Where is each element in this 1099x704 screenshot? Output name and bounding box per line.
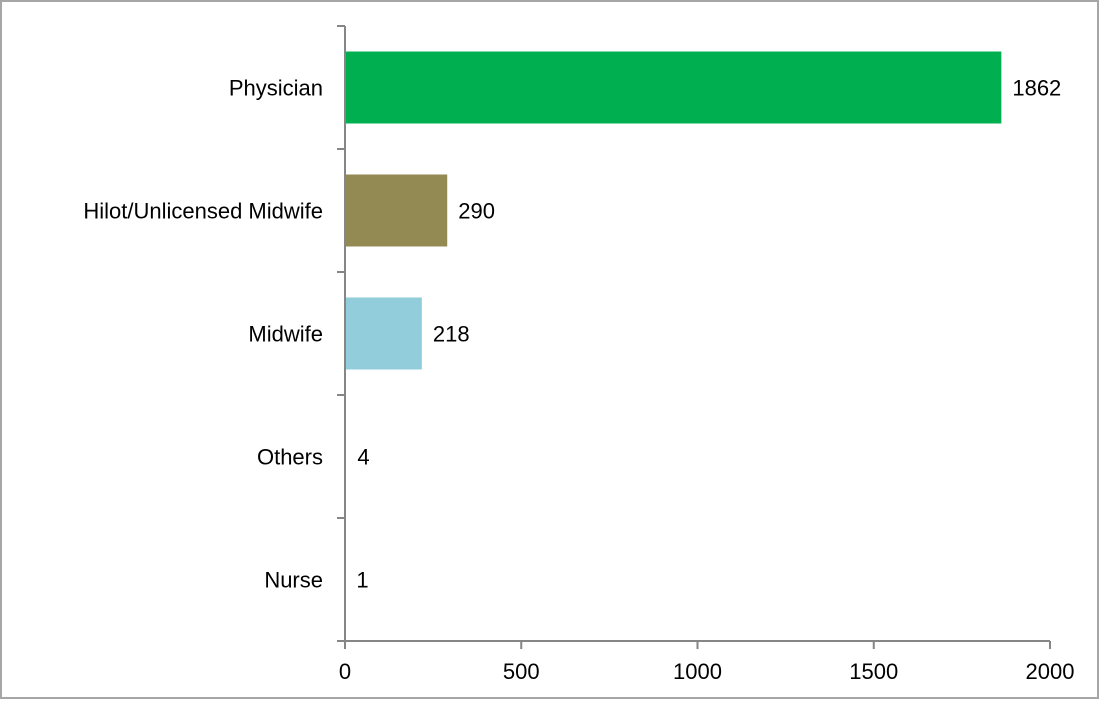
value-label-physician: 1862 xyxy=(1012,76,1061,101)
category-label-hilot-unlicensed-midwife: Hilot/Unlicensed Midwife xyxy=(83,199,323,224)
value-label-midwife: 218 xyxy=(433,322,470,347)
x-tick-label-1000: 1000 xyxy=(673,659,722,684)
x-tick-label-2000: 2000 xyxy=(1026,659,1075,684)
category-label-others: Others xyxy=(257,445,323,470)
x-tick-label-500: 500 xyxy=(503,659,540,684)
value-label-nurse: 1 xyxy=(356,568,368,593)
bar-physician xyxy=(345,52,1001,124)
value-label-others: 4 xyxy=(357,445,369,470)
x-tick-label-1500: 1500 xyxy=(849,659,898,684)
category-label-nurse: Nurse xyxy=(264,568,323,593)
x-tick-label-0: 0 xyxy=(339,659,351,684)
category-label-midwife: Midwife xyxy=(248,322,323,347)
value-label-hilot-unlicensed-midwife: 290 xyxy=(458,199,495,224)
bar-midwife xyxy=(345,298,422,370)
bar-hilot-unlicensed-midwife xyxy=(345,175,447,247)
category-label-physician: Physician xyxy=(229,76,323,101)
